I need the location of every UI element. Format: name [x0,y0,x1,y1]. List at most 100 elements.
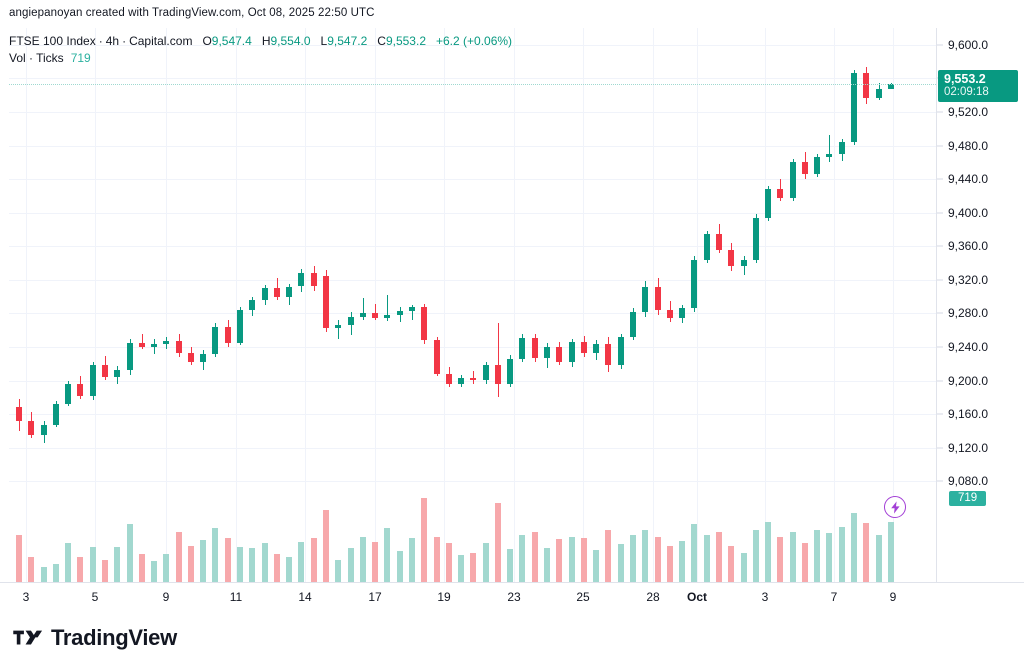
gridline-vertical [444,28,445,582]
price-tick-label: 9,360.0 [948,239,989,254]
price-tick-label: 9,320.0 [948,272,989,287]
price-tick-mark [937,145,943,146]
volume-bar [310,538,317,582]
volume-bar [298,541,305,582]
volume-bar [728,545,735,582]
gridline-vertical [765,28,766,582]
volume-bar [875,534,882,582]
candle-body [200,353,207,363]
volume-bar [384,528,391,582]
price-tick-mark [937,480,943,482]
volume-bar [114,546,121,582]
gridline-vertical [834,28,835,582]
volume-bar [89,546,96,582]
volume-bar [519,534,526,582]
candle-body [77,383,84,397]
price-tick-mark [937,279,943,281]
price-tick-mark [937,312,943,314]
volume-bar [765,521,772,582]
candle-body [789,162,796,198]
candle-wick [473,371,474,384]
volume-bar [249,547,256,582]
gridline-vertical [305,28,306,582]
price-tick-label: 9,440.0 [948,172,989,187]
price-tick-label: 9,200.0 [948,373,989,388]
candle-wick [154,339,155,355]
volume-bar [642,529,649,582]
candle-body [777,189,784,198]
gridline-horizontal [9,78,936,80]
candle-body [875,89,882,99]
candle-body [286,286,293,297]
volume-bar [347,547,354,582]
time-tick-label: 17 [368,590,382,604]
candle-body [470,377,477,381]
candle-body [273,288,280,297]
price-axis[interactable]: 9,553.2 02:09:18 719 9,600.09,560.09,520… [936,28,1024,582]
candle-body [642,286,649,312]
volume-bar [335,560,342,582]
candle-body [52,404,59,425]
candle-body [298,273,305,287]
volume-bar [605,529,612,582]
volume-bar [126,524,133,582]
volume-bar [273,554,280,582]
volume-bar [359,537,366,582]
time-tick-label: 14 [298,590,312,604]
time-tick-label: 3 [22,590,30,604]
price-tick-mark [937,212,943,214]
volume-bar [28,556,35,582]
candle-body [605,343,612,366]
candle-body [408,307,415,311]
volume-bar [531,531,538,582]
current-price-line [9,84,936,86]
volume-bar [580,538,587,582]
volume-bar [666,545,673,582]
candle-body [224,326,231,343]
volume-bar [65,542,72,582]
candle-wick [363,298,364,321]
candle-body [65,383,72,404]
volume-bar [16,534,22,582]
candle-body [335,325,342,329]
gridline-horizontal [9,380,936,382]
volume-bar [715,532,722,582]
candle-body [593,343,600,353]
candle-body [728,249,735,267]
volume-bar [101,560,108,582]
time-tick-label: 23 [507,590,521,604]
volume-bar [40,566,47,582]
volume-bar [261,543,268,582]
time-tick-label: 7 [830,590,838,604]
current-price-badge[interactable]: 9,553.2 02:09:18 [938,70,1018,103]
gridline-vertical [697,28,698,582]
candle-body [261,288,268,300]
candle-body [249,299,256,310]
candle-body [507,358,514,384]
gridline-horizontal [9,346,936,348]
time-axis[interactable]: 3 5 9 11 14 17 19 23 25 28 Oct 3 7 9 [0,582,1024,610]
volume-bar [494,503,501,582]
volume-bar [470,553,477,582]
candle-wick [375,304,376,321]
candle-body [863,73,870,99]
candle-wick [829,135,830,163]
price-tick-mark [937,44,943,46]
gridline-horizontal [9,481,936,483]
candle-body [187,352,194,363]
volume-bar [814,529,821,582]
gridline-vertical [95,28,96,582]
price-tick-mark [937,178,943,180]
volume-bar [617,544,624,582]
volume-bar [887,521,894,582]
price-tick-mark [937,413,943,415]
candle-body [556,346,563,363]
lightning-bolt-icon[interactable] [884,496,906,519]
candle-body [630,311,636,337]
price-plot-area[interactable] [9,28,936,582]
candle-body [531,337,538,358]
volume-bar [568,536,575,582]
time-tick-label: 28 [646,590,660,604]
volume-value-badge[interactable]: 719 [949,491,987,507]
volume-bar [863,523,870,582]
